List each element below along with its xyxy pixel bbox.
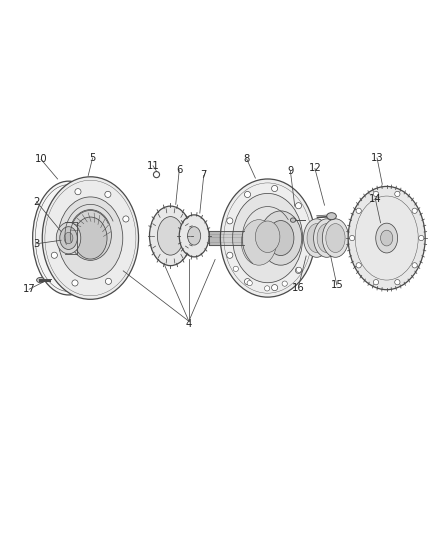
Ellipse shape bbox=[264, 286, 269, 291]
Ellipse shape bbox=[157, 216, 183, 255]
Ellipse shape bbox=[313, 219, 339, 257]
Ellipse shape bbox=[411, 263, 416, 268]
Ellipse shape bbox=[105, 191, 111, 197]
Ellipse shape bbox=[271, 185, 277, 191]
Ellipse shape bbox=[75, 189, 81, 195]
Text: 3: 3 bbox=[33, 239, 39, 249]
Ellipse shape bbox=[64, 232, 73, 244]
Ellipse shape bbox=[220, 179, 314, 297]
Ellipse shape bbox=[233, 266, 238, 271]
Text: 9: 9 bbox=[286, 166, 293, 176]
Ellipse shape bbox=[153, 172, 159, 177]
Ellipse shape bbox=[295, 203, 301, 209]
Ellipse shape bbox=[321, 219, 348, 257]
Ellipse shape bbox=[271, 285, 277, 290]
Ellipse shape bbox=[51, 252, 57, 259]
Ellipse shape bbox=[290, 218, 295, 222]
Ellipse shape bbox=[187, 227, 200, 245]
Ellipse shape bbox=[418, 236, 423, 241]
Ellipse shape bbox=[105, 278, 111, 285]
Ellipse shape bbox=[355, 208, 360, 213]
Text: 14: 14 bbox=[368, 193, 381, 204]
Ellipse shape bbox=[349, 236, 354, 241]
Ellipse shape bbox=[325, 224, 344, 253]
Text: 10: 10 bbox=[35, 154, 47, 164]
Ellipse shape bbox=[326, 213, 336, 220]
Text: 6: 6 bbox=[176, 165, 182, 175]
Ellipse shape bbox=[226, 218, 232, 224]
Ellipse shape bbox=[316, 224, 336, 253]
Ellipse shape bbox=[56, 222, 81, 254]
Ellipse shape bbox=[372, 191, 378, 197]
Text: 12: 12 bbox=[308, 164, 321, 173]
Ellipse shape bbox=[295, 268, 301, 273]
Ellipse shape bbox=[303, 219, 329, 257]
Ellipse shape bbox=[355, 263, 360, 268]
Text: 15: 15 bbox=[330, 280, 343, 290]
Ellipse shape bbox=[394, 279, 399, 285]
Text: 13: 13 bbox=[370, 153, 382, 163]
Ellipse shape bbox=[226, 252, 232, 259]
Ellipse shape bbox=[247, 280, 252, 286]
Ellipse shape bbox=[58, 197, 123, 279]
Ellipse shape bbox=[32, 181, 104, 295]
Ellipse shape bbox=[380, 230, 392, 246]
Ellipse shape bbox=[232, 193, 302, 282]
Ellipse shape bbox=[306, 224, 325, 253]
Ellipse shape bbox=[36, 278, 44, 282]
Ellipse shape bbox=[60, 227, 77, 249]
Ellipse shape bbox=[241, 220, 276, 265]
Ellipse shape bbox=[282, 281, 286, 286]
Ellipse shape bbox=[267, 221, 293, 255]
Text: 8: 8 bbox=[243, 154, 249, 164]
Ellipse shape bbox=[296, 267, 301, 272]
Ellipse shape bbox=[375, 223, 397, 253]
Text: 17: 17 bbox=[23, 284, 35, 294]
Text: 7: 7 bbox=[200, 171, 206, 181]
Ellipse shape bbox=[394, 191, 399, 197]
Ellipse shape bbox=[69, 209, 111, 261]
Ellipse shape bbox=[123, 216, 129, 222]
Ellipse shape bbox=[259, 211, 301, 265]
Ellipse shape bbox=[179, 215, 208, 257]
Text: 16: 16 bbox=[291, 282, 304, 293]
Ellipse shape bbox=[347, 187, 424, 290]
Ellipse shape bbox=[149, 206, 191, 265]
Ellipse shape bbox=[244, 279, 250, 285]
Text: 2: 2 bbox=[33, 197, 40, 207]
Ellipse shape bbox=[244, 191, 250, 198]
Ellipse shape bbox=[42, 177, 138, 300]
Ellipse shape bbox=[411, 208, 416, 213]
Ellipse shape bbox=[304, 235, 310, 241]
Ellipse shape bbox=[74, 217, 107, 259]
Text: 4: 4 bbox=[185, 319, 191, 329]
Ellipse shape bbox=[372, 279, 378, 285]
Text: 5: 5 bbox=[89, 153, 95, 163]
Ellipse shape bbox=[255, 221, 279, 253]
Ellipse shape bbox=[72, 280, 78, 286]
Text: 11: 11 bbox=[146, 161, 159, 171]
